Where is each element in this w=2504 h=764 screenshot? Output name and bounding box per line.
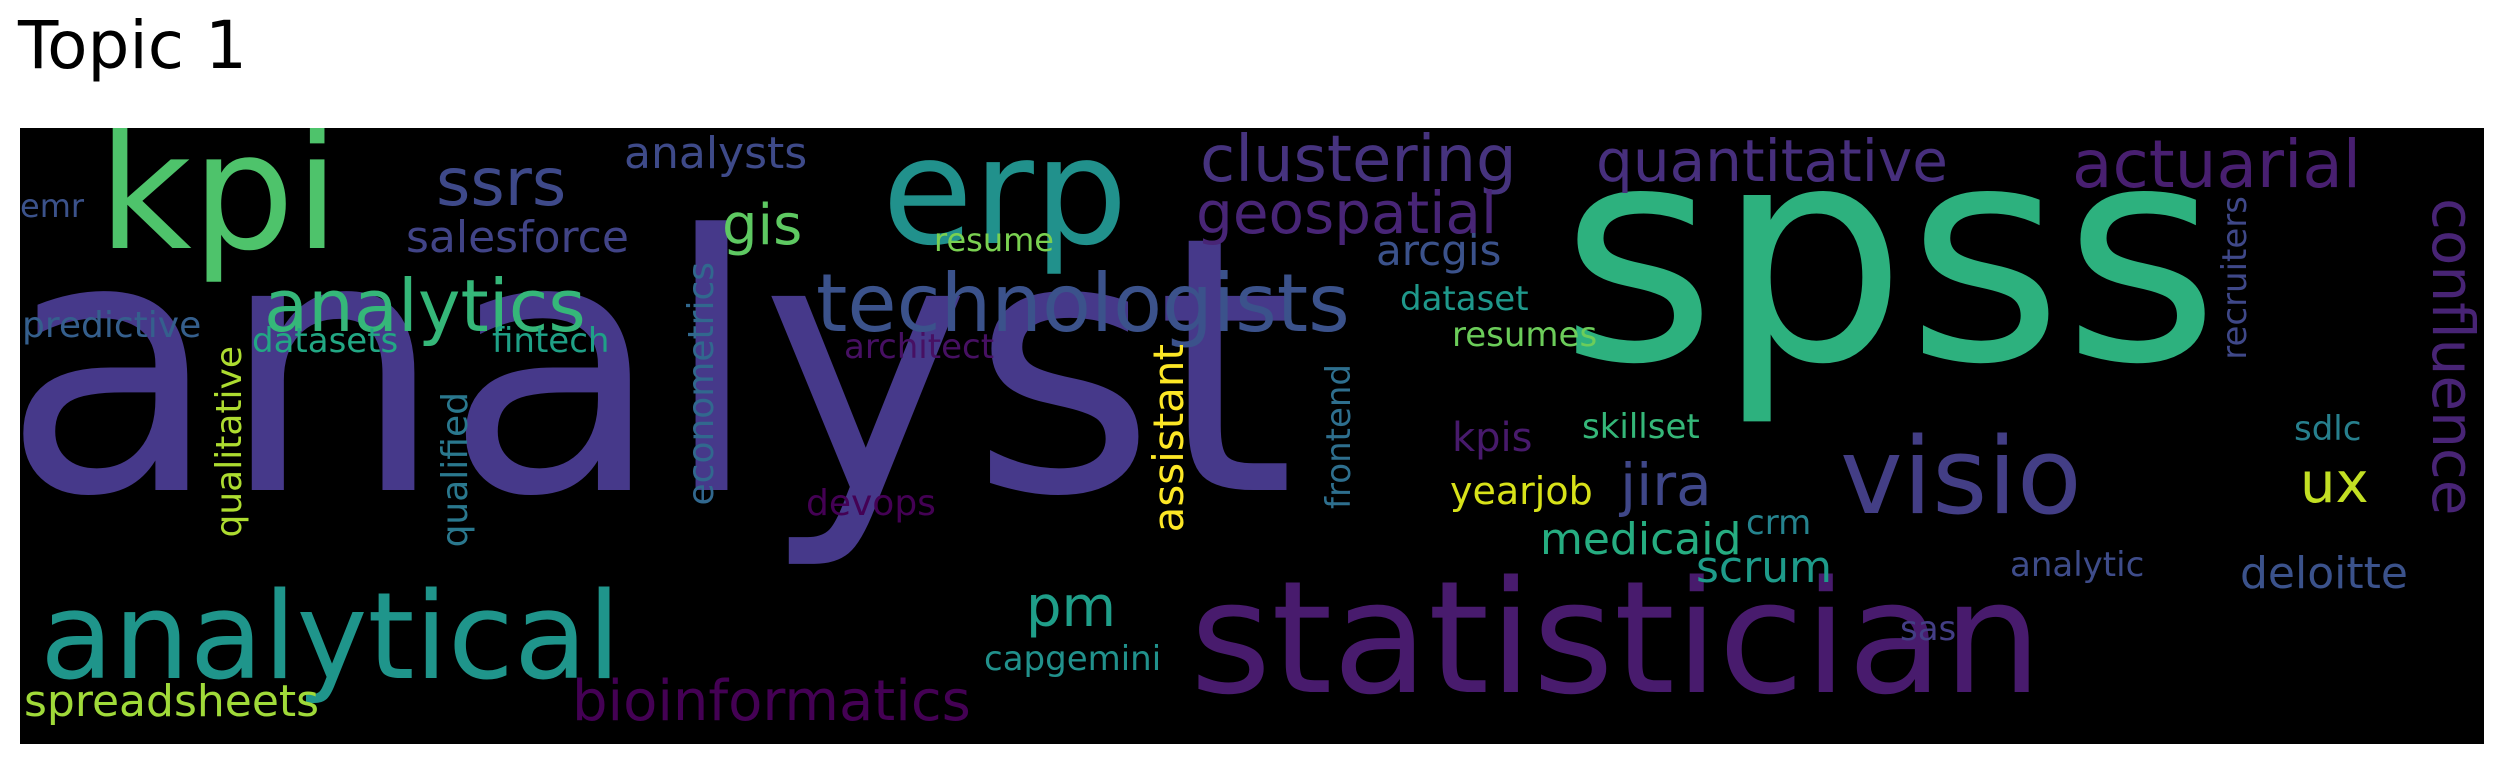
word-architect: architect	[844, 327, 995, 367]
word-fintech: fintech	[492, 321, 610, 361]
word-geospatial: geospatial	[1196, 179, 1498, 247]
word-pm: pm	[1026, 575, 1117, 640]
word-erp: erp	[882, 128, 1128, 278]
word-sdlc: sdlc	[2294, 409, 2362, 449]
word-yearjob: yearjob	[1450, 469, 1593, 513]
word-kpis: kpis	[1452, 415, 1533, 461]
word-analytic: analytic	[2010, 545, 2145, 585]
word-analyst: analyst	[20, 160, 1295, 574]
word-technologists: technologists	[816, 257, 1350, 350]
word-capgemini: capgemini	[984, 639, 1162, 679]
word-qualitative: qualitative	[209, 346, 250, 538]
word-skillset: skillset	[1582, 407, 1700, 447]
word-econometrics: econometrics	[681, 262, 722, 506]
word-bioinformatics: bioinformatics	[572, 669, 971, 734]
word-predictive: predictive	[22, 305, 202, 346]
word-ux: ux	[2300, 451, 2369, 516]
word-assistant: assistant	[1144, 344, 1193, 533]
word-gis: gis	[722, 193, 803, 258]
word-deloitte: deloitte	[2240, 548, 2408, 599]
word-kpi: kpi	[98, 128, 340, 287]
word-medicaid: medicaid	[1540, 514, 1742, 565]
word-resumes: resumes	[1452, 315, 1598, 355]
word-qualified: qualified	[435, 392, 476, 548]
word-recruiters: recruiters	[2215, 196, 2255, 360]
word-confluence: confluence	[2419, 198, 2484, 516]
word-devops: devops	[806, 483, 936, 524]
word-sas: sas	[1900, 609, 1957, 649]
word-arcgis: arcgis	[1376, 226, 1502, 275]
word-salesforce: salesforce	[406, 212, 629, 263]
word-quantitative: quantitative	[1596, 128, 1948, 195]
word-jira: jira	[1620, 451, 1712, 519]
word-dataset: dataset	[1400, 279, 1529, 319]
word-cloud: analyst spss statistician kpi erp analyt…	[20, 128, 2484, 744]
word-resume: resume	[934, 221, 1054, 259]
word-scrum: scrum	[1696, 542, 1832, 593]
word-emr: emr	[20, 187, 85, 225]
word-frontend: frontend	[1319, 364, 1359, 509]
word-analytical: analytical	[40, 568, 621, 707]
word-visio: visio	[1840, 415, 2082, 538]
word-crm: crm	[1746, 503, 1812, 543]
word-spss: spss	[1560, 128, 2220, 430]
word-ssrs: ssrs	[436, 144, 567, 221]
word-spreadsheets: spreadsheets	[24, 676, 320, 727]
word-datasets: datasets	[252, 321, 399, 361]
word-analysts: analysts	[624, 128, 808, 179]
figure-title: Topic 1	[18, 7, 247, 84]
word-actuarial: actuarial	[2072, 128, 2362, 203]
word-statistician: statistician	[1190, 547, 2042, 729]
word-clustering: clustering	[1200, 128, 1517, 197]
word-analytics: analytics	[264, 264, 586, 348]
